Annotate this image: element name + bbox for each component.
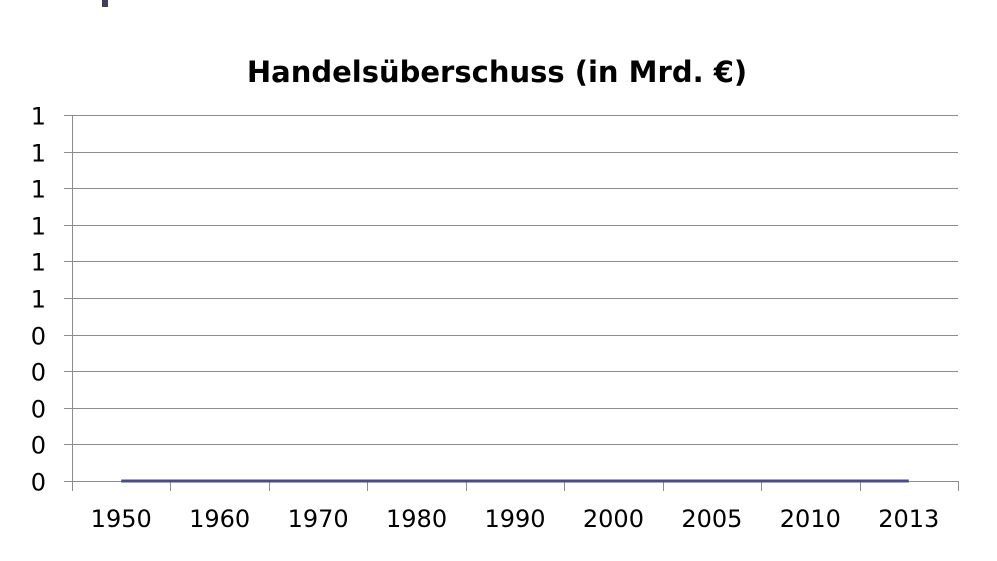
y-tick-label: 1 bbox=[31, 286, 46, 314]
x-tick-label: 1960 bbox=[189, 505, 250, 533]
y-tick-label: 1 bbox=[31, 249, 46, 277]
x-tick-label: 1950 bbox=[91, 505, 152, 533]
y-tick-label: 0 bbox=[31, 432, 46, 460]
corner-mark bbox=[102, 0, 108, 7]
y-tick-label: 1 bbox=[31, 213, 46, 241]
x-tick-label: 2013 bbox=[878, 505, 939, 533]
y-tick-label: 0 bbox=[31, 469, 46, 497]
x-tick-label: 1980 bbox=[386, 505, 447, 533]
y-tick-label: 1 bbox=[31, 103, 46, 131]
x-tick-label: 2005 bbox=[681, 505, 742, 533]
x-tick-label: 2010 bbox=[780, 505, 841, 533]
y-tick-label: 1 bbox=[31, 140, 46, 168]
y-tick-label: 0 bbox=[31, 396, 46, 424]
x-tick-label: 1990 bbox=[484, 505, 545, 533]
chart-title: Handelsüberschuss (in Mrd. €) bbox=[247, 55, 747, 89]
y-tick-label: 1 bbox=[31, 176, 46, 204]
x-tick-label: 1970 bbox=[288, 505, 349, 533]
y-tick-label: 0 bbox=[31, 359, 46, 387]
x-tick-label: 2000 bbox=[583, 505, 644, 533]
y-tick-label: 0 bbox=[31, 323, 46, 351]
